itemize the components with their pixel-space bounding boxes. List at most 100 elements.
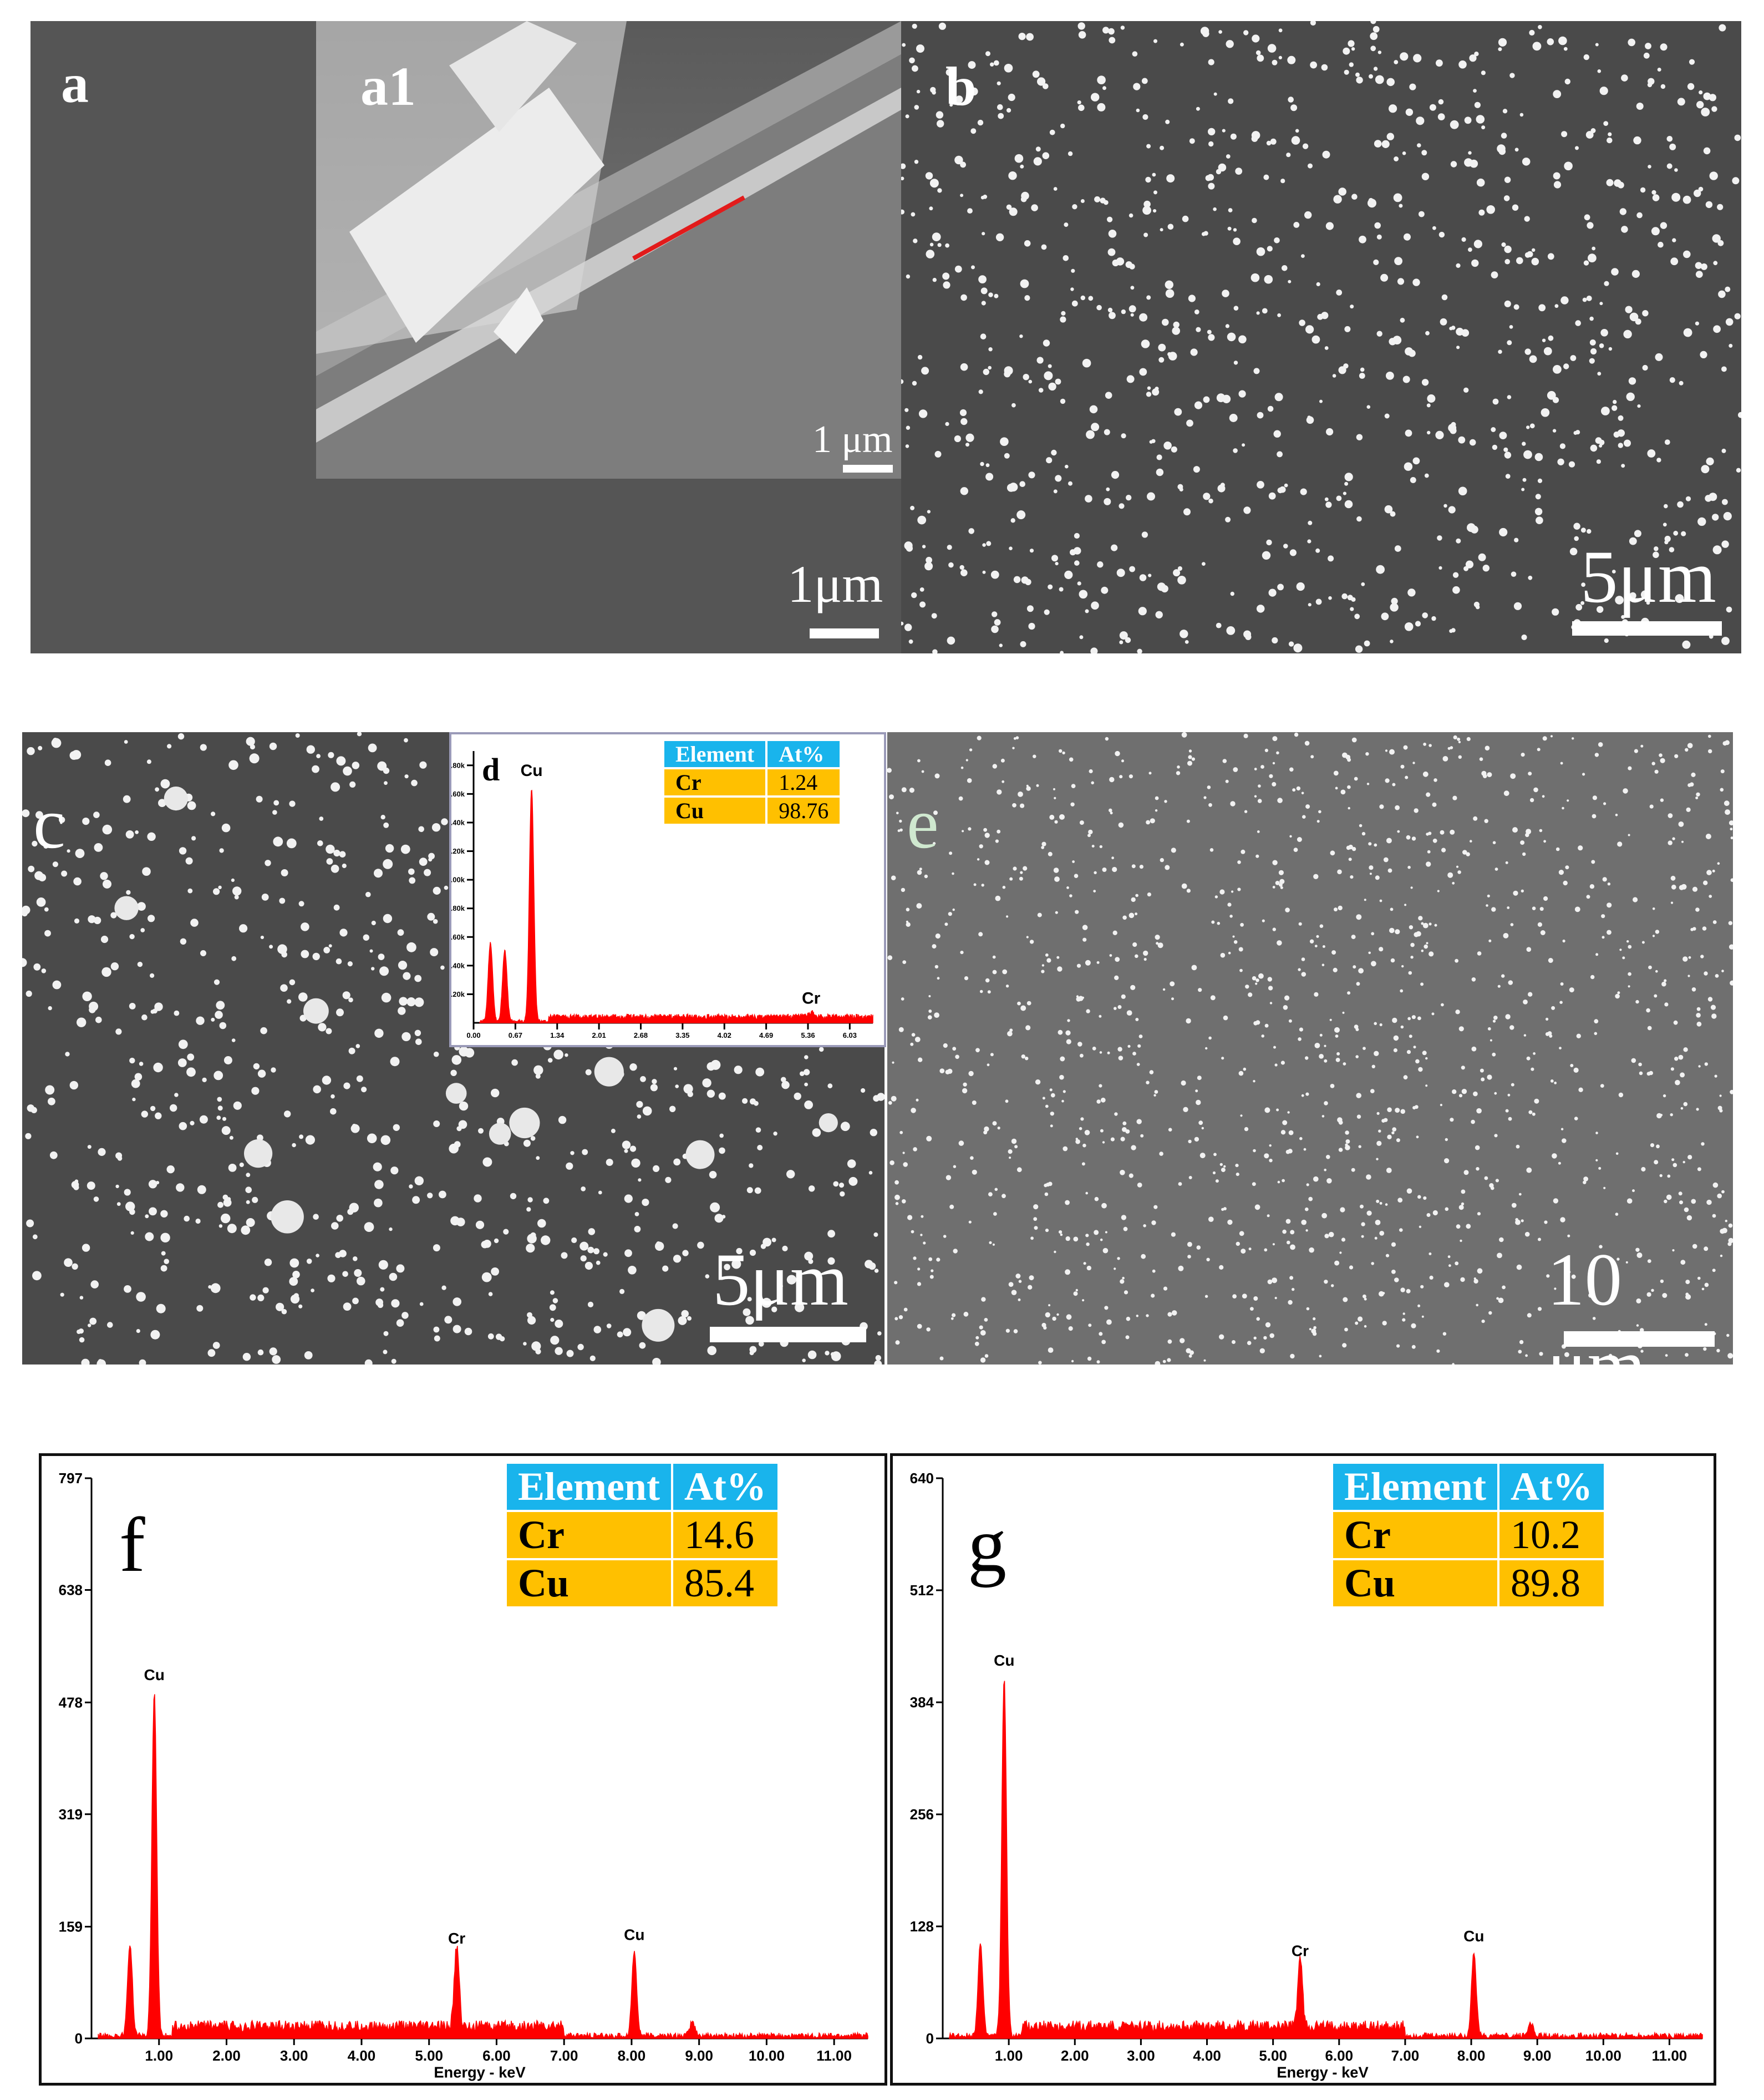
particle [968,528,974,534]
particle [1301,1219,1307,1225]
particle [213,888,220,895]
particle [1328,1231,1334,1237]
x-tick-label: 1.00 [145,2047,173,2064]
particle [1360,367,1365,372]
table-cell: Cu [664,798,766,824]
particle [1143,957,1147,961]
particle [1272,762,1275,765]
particle [1432,1210,1438,1216]
particle [921,770,924,773]
particle [1166,174,1175,183]
particle [1202,562,1206,566]
particle [129,1057,135,1064]
particle [1099,845,1102,849]
particle [1664,535,1671,542]
particle [932,232,941,241]
particle [639,1342,646,1349]
particle [919,587,924,592]
particle [1434,924,1437,927]
particle [926,1327,931,1332]
particle [154,1002,163,1011]
particle [22,905,30,915]
particle [1253,1296,1258,1301]
particle [1266,140,1272,146]
particle [342,991,350,1000]
particle [403,972,411,980]
particle [1025,1025,1031,1031]
particle [1275,881,1280,885]
particle [995,233,1004,241]
particle [1406,835,1411,840]
particle [896,811,899,815]
particle [943,1235,947,1238]
particle [1074,560,1080,566]
particle [1641,941,1645,944]
particle [1288,1019,1292,1023]
particle [960,418,968,425]
particle [960,294,967,301]
particle [1155,1361,1161,1365]
particle [1661,981,1666,987]
particle [1404,462,1413,471]
particle [1181,732,1187,738]
particle [1289,835,1292,838]
spectrum-series [98,1694,868,2040]
particle [1223,1165,1226,1168]
particle [1504,258,1510,265]
particle [347,961,353,967]
particle [1132,51,1138,57]
particle [1126,1316,1131,1321]
particle [983,194,988,199]
particle [1433,778,1437,782]
particle [1734,313,1741,319]
particle [1547,38,1554,45]
particle [1294,732,1299,737]
particle [1417,143,1421,148]
particle [383,822,389,828]
particle [1390,958,1395,963]
particle [1447,872,1453,878]
particle [155,1181,160,1185]
particle [369,949,373,953]
particle [1208,182,1215,190]
particle [67,849,70,853]
particle [1041,244,1047,250]
particle [72,1263,78,1270]
particle [1165,280,1173,289]
particle [1280,1061,1285,1065]
particle [771,1306,777,1312]
particle [1004,64,1013,73]
particle [1738,412,1741,418]
particle [665,1176,672,1183]
particle [1421,150,1427,156]
particle [1248,992,1253,997]
particle [1099,1051,1102,1054]
particle [1208,1036,1212,1040]
particle [1077,22,1085,30]
table-row: Cr 1.24 [664,769,840,795]
particle [1301,957,1305,961]
particle [1247,1341,1252,1345]
particle [1461,1066,1465,1070]
particle [1305,1229,1308,1232]
particle [804,1251,814,1261]
particle [1225,779,1229,783]
particle [1079,820,1084,825]
particle [1079,590,1088,599]
particle [1356,1114,1361,1119]
particle [1429,922,1432,926]
particle [1012,803,1016,808]
particle [150,973,155,978]
particle [937,977,940,980]
particle [1361,1222,1365,1226]
particle [1621,464,1625,468]
particle [1301,254,1305,258]
particle [1668,840,1673,845]
particle [459,1101,469,1111]
particle [1340,1207,1345,1213]
particle [874,1360,882,1365]
particle [1051,449,1057,456]
particle [1242,1294,1247,1298]
particle [64,1258,73,1267]
particle [1237,887,1241,891]
